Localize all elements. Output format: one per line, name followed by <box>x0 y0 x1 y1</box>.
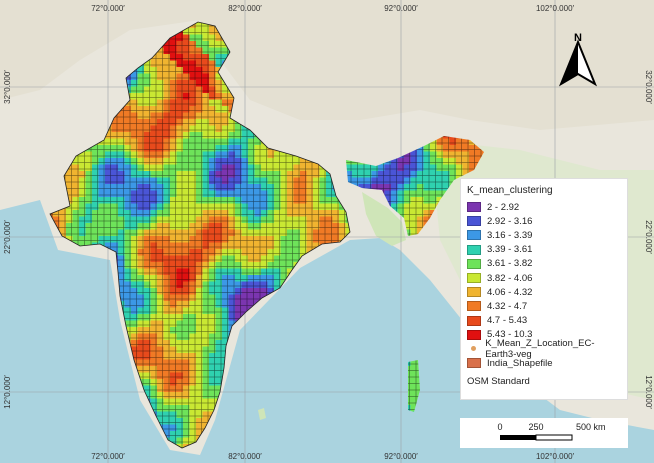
lon-label-top-3: 92°0.000′ <box>384 4 418 13</box>
lon-label-bottom-2: 82°0.000′ <box>228 452 262 461</box>
legend-title: K_mean_clustering <box>467 185 553 196</box>
legend-class-label: 3.61 - 3.82 <box>487 258 533 270</box>
north-arrow-icon: N <box>558 32 598 87</box>
legend-class-6: 3.82 - 4.06 <box>467 271 621 285</box>
scale-tick-0: 0 <box>497 422 502 432</box>
legend-swatch-5 <box>467 258 481 269</box>
legend-class-9: 4.7 - 5.43 <box>467 314 621 328</box>
lat-label-left-1: 32°0.000′ <box>3 70 12 104</box>
legend-polygon-layer: India_Shapefile <box>467 356 621 370</box>
legend-class-label: 4.32 - 4.7 <box>487 300 528 312</box>
north-land <box>0 0 654 130</box>
lon-label-top-2: 82°0.000′ <box>228 4 262 13</box>
legend-swatch-1 <box>467 202 481 213</box>
legend-basemap-label: OSM Standard <box>467 376 530 388</box>
map-legend: K_mean_clustering 2 - 2.92 2.92 - 3.16 3.1… <box>460 178 628 400</box>
lon-label-top-4: 102°0.000′ <box>536 4 575 13</box>
scale-tick-500: 500 km <box>576 422 606 432</box>
lat-label-left-3: 12°0.000′ <box>3 375 12 409</box>
lat-label-right-3: 12°0.000′ <box>644 375 653 409</box>
legend-swatch-10 <box>467 329 481 340</box>
bangladesh-land <box>362 192 406 246</box>
lon-label-top-1: 72°0.000′ <box>91 4 125 13</box>
legend-swatch-2 <box>467 216 481 227</box>
legend-point-layer: K_Mean_Z_Location_EC-Earth3-veg <box>467 338 621 360</box>
legend-swatch-7 <box>467 287 481 298</box>
lon-label-bottom-4: 102°0.000′ <box>536 452 575 461</box>
legend-class-label: 3.39 - 3.61 <box>487 244 533 256</box>
legend-class-10: 5.43 - 10.3 <box>467 328 621 342</box>
legend-class-label: 3.82 - 4.06 <box>487 272 533 284</box>
lat-label-left-2: 22°0.000′ <box>3 220 12 254</box>
legend-swatch-9 <box>467 315 481 326</box>
scale-segment-1 <box>500 435 536 440</box>
legend-swatch-4 <box>467 244 481 255</box>
legend-class-label: 2.92 - 3.16 <box>487 215 533 227</box>
scale-segment-2 <box>535 434 573 441</box>
legend-class-7: 4.06 - 4.32 <box>467 285 621 299</box>
legend-point-layer-label: K_Mean_Z_Location_EC-Earth3-veg <box>485 337 595 360</box>
lon-label-bottom-3: 92°0.000′ <box>384 452 418 461</box>
sri-lanka <box>258 408 266 420</box>
legend-class-5: 3.61 - 3.82 <box>467 257 621 271</box>
legend-class-label: 2 - 2.92 <box>487 201 520 213</box>
legend-class-1: 2 - 2.92 <box>467 200 621 214</box>
legend-swatch-6 <box>467 273 481 284</box>
legend-class-3: 3.16 - 3.39 <box>467 228 621 242</box>
scale-tick-250: 250 <box>528 422 543 432</box>
point-marker-icon <box>467 344 479 354</box>
legend-swatch-3 <box>467 230 481 241</box>
legend-class-label: 5.43 - 10.3 <box>487 329 533 341</box>
legend-swatch-8 <box>467 301 481 312</box>
scale-bar: 0 250 500 km <box>460 418 628 448</box>
legend-class-label: 4.06 - 4.32 <box>487 286 533 298</box>
legend-polygon-layer-label: India_Shapefile <box>487 357 553 369</box>
legend-class-4: 3.39 - 3.61 <box>467 243 621 257</box>
lat-label-right-1: 32°0.000′ <box>644 70 653 104</box>
legend-class-2: 2.92 - 3.16 <box>467 214 621 228</box>
legend-class-8: 4.32 - 4.7 <box>467 299 621 313</box>
north-label: N <box>574 32 582 44</box>
lon-label-bottom-1: 72°0.000′ <box>91 452 125 461</box>
polygon-swatch-icon <box>467 358 481 369</box>
legend-class-label: 3.16 - 3.39 <box>487 229 533 241</box>
legend-class-label: 4.7 - 5.43 <box>487 315 528 327</box>
lat-label-right-2: 22°0.000′ <box>644 220 653 254</box>
